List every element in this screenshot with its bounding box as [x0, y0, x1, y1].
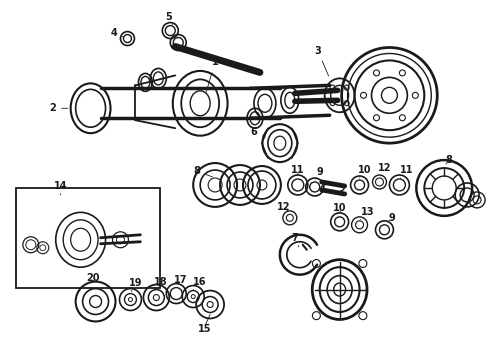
Text: 12: 12 — [378, 163, 391, 176]
Text: 5: 5 — [165, 12, 172, 24]
Text: 7: 7 — [292, 233, 299, 247]
Bar — [16, 188, 160, 288]
Text: 18: 18 — [153, 276, 167, 287]
Text: 8: 8 — [446, 155, 453, 165]
Text: 1: 1 — [206, 58, 219, 93]
Text: 19: 19 — [129, 278, 142, 292]
Text: 13: 13 — [361, 207, 374, 220]
Text: 6: 6 — [250, 127, 266, 137]
Text: 4: 4 — [110, 28, 124, 37]
Text: 12: 12 — [277, 202, 291, 212]
Text: 9: 9 — [388, 213, 395, 223]
Text: 10: 10 — [358, 165, 371, 178]
Text: 15: 15 — [198, 324, 212, 334]
Text: 3: 3 — [315, 45, 329, 76]
Text: 9: 9 — [316, 167, 323, 180]
Text: 11: 11 — [291, 165, 305, 175]
Text: 10: 10 — [333, 203, 346, 213]
Text: 16: 16 — [193, 276, 207, 289]
Text: 17: 17 — [173, 275, 187, 285]
Text: 20: 20 — [86, 273, 99, 283]
Text: 2: 2 — [49, 103, 68, 113]
Text: 11: 11 — [400, 165, 413, 178]
Text: 8: 8 — [194, 166, 213, 177]
Text: 14: 14 — [54, 181, 68, 195]
